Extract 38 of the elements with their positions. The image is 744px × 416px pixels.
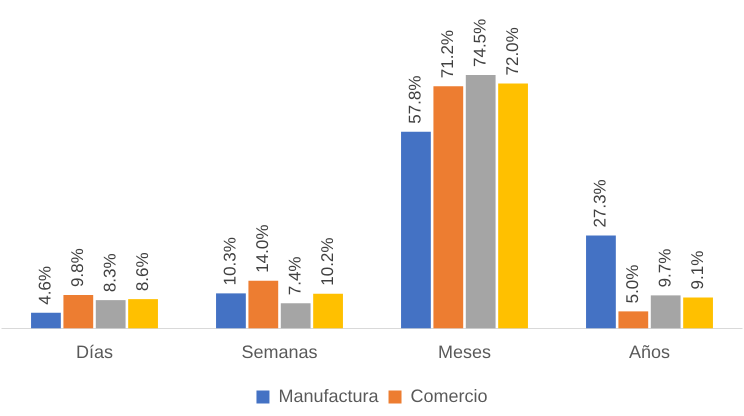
bar: [248, 280, 278, 328]
data-label: 14.0%: [253, 224, 272, 273]
data-label: 71.2%: [438, 30, 457, 78]
legend-label: Manufactura: [278, 386, 380, 406]
x-tick-label: Meses: [438, 342, 492, 362]
x-tick-label: Semanas: [241, 342, 318, 362]
legend-label: Comercio: [410, 386, 488, 406]
data-label: 57.8%: [406, 76, 425, 124]
data-label: 74.5%: [470, 18, 490, 67]
bar: [466, 74, 496, 328]
data-label: 5.0%: [623, 264, 642, 304]
bar: [96, 300, 126, 328]
bar: [618, 311, 648, 328]
bar: [31, 312, 61, 328]
data-label: 9.8%: [68, 248, 87, 288]
bar: [280, 303, 311, 328]
bar: [313, 294, 343, 328]
data-label: 4.6%: [36, 266, 55, 305]
x-tick-label: Años: [628, 342, 670, 362]
data-label: 8.3%: [100, 253, 120, 292]
bar: [498, 83, 528, 328]
data-label: 8.6%: [132, 252, 152, 292]
data-label: 27.3%: [590, 179, 610, 228]
bar: [433, 86, 464, 328]
bar: [586, 236, 616, 328]
data-label: 72.0%: [502, 27, 522, 76]
data-label: 10.3%: [220, 237, 240, 286]
bar: [650, 295, 681, 328]
bar: [401, 132, 431, 328]
data-label: 7.4%: [285, 256, 304, 296]
bar: [683, 297, 713, 328]
data-label: 9.1%: [688, 250, 707, 290]
bar: [63, 295, 94, 328]
data-label: 10.2%: [318, 238, 337, 286]
data-label: 9.7%: [655, 248, 674, 288]
bar: [128, 299, 158, 328]
x-tick-label: Días: [76, 342, 114, 362]
bar: [216, 293, 246, 328]
